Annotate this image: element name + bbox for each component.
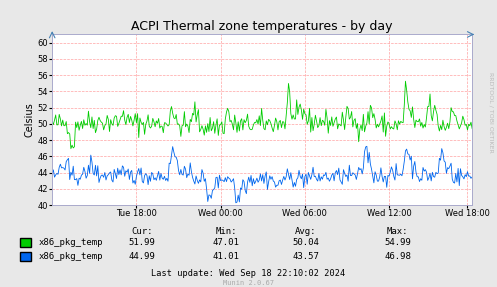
Text: 46.98: 46.98 (384, 252, 411, 261)
Text: Avg:: Avg: (295, 226, 317, 236)
Text: Munin 2.0.67: Munin 2.0.67 (223, 280, 274, 286)
Text: x86_pkg_temp: x86_pkg_temp (38, 238, 103, 247)
Text: 54.99: 54.99 (384, 238, 411, 247)
Y-axis label: Celsius: Celsius (25, 102, 35, 137)
Text: 51.99: 51.99 (128, 238, 155, 247)
Text: 50.04: 50.04 (292, 238, 319, 247)
Text: 41.01: 41.01 (213, 252, 240, 261)
Text: x86_pkg_temp: x86_pkg_temp (38, 252, 103, 261)
Title: ACPI Thermal zone temperatures - by day: ACPI Thermal zone temperatures - by day (131, 20, 393, 33)
Text: RRDTOOL / TOBI OETIKER: RRDTOOL / TOBI OETIKER (489, 72, 494, 152)
Text: 43.57: 43.57 (292, 252, 319, 261)
Text: 44.99: 44.99 (128, 252, 155, 261)
Text: Cur:: Cur: (131, 226, 153, 236)
Text: 47.01: 47.01 (213, 238, 240, 247)
Text: Max:: Max: (387, 226, 409, 236)
Text: Min:: Min: (215, 226, 237, 236)
Text: Last update: Wed Sep 18 22:10:02 2024: Last update: Wed Sep 18 22:10:02 2024 (152, 269, 345, 278)
